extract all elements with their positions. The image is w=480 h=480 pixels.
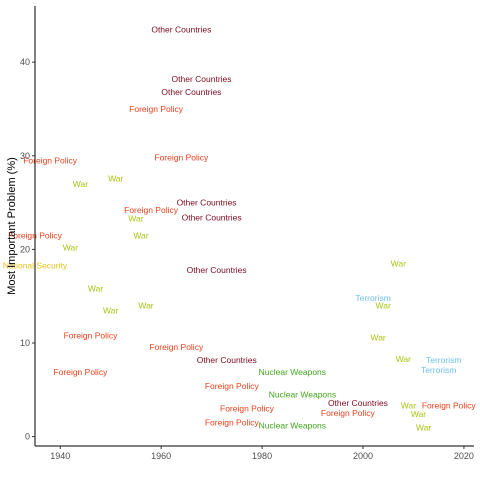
point-label: Other Countries [161, 87, 221, 97]
point-label: Other Countries [177, 198, 237, 208]
point-label: War [411, 409, 426, 419]
point-label: Other Countries [172, 74, 232, 84]
point-label: War [138, 301, 153, 311]
y-tick-label: 40 [20, 57, 30, 67]
y-tick-label: 20 [20, 244, 30, 254]
point-label: Terrorism [421, 365, 456, 375]
point-label: Foreign Policy [205, 381, 260, 391]
y-tick-label: 10 [20, 338, 30, 348]
point-label: Foreign Policy [8, 230, 63, 240]
point-label: Foreign Policy [321, 408, 376, 418]
point-label: Foreign Policy [205, 418, 260, 428]
point-label: War [370, 332, 385, 342]
x-tick-label: 1960 [151, 451, 171, 461]
point-label: War [103, 305, 118, 315]
point-label: Other Countries [151, 24, 211, 34]
point-label: War [128, 214, 143, 224]
x-tick-label: 1980 [252, 451, 272, 461]
point-label: Other Countries [197, 355, 257, 365]
point-label: Foreign Policy [154, 153, 209, 163]
point-label: Terrorism [426, 355, 461, 365]
point-label: Nuclear Weapons [259, 420, 326, 430]
point-label: War [396, 354, 411, 364]
point-label: National Security [3, 260, 68, 270]
point-label: Other Countries [182, 213, 242, 223]
point-label: War [108, 173, 123, 183]
point-label: War [416, 422, 431, 432]
axes: 0 10 20 30 40 1940 1960 1980 2000 2020 [20, 6, 474, 461]
point-label: Foreign Policy [53, 367, 108, 377]
point-label: War [63, 243, 78, 253]
point-label: Nuclear Weapons [259, 367, 326, 377]
point-label: War [73, 179, 88, 189]
point-label: Other Countries [328, 398, 388, 408]
point-label: Foreign Policy [422, 401, 477, 411]
y-axis-title: Most Important Problem (%) [6, 157, 18, 295]
point-label: Terrorism [355, 293, 390, 303]
point-label: War [401, 401, 416, 411]
point-label: Foreign Policy [64, 331, 119, 341]
point-label: War [376, 301, 391, 311]
point-labels: Other Countries Other Countries Other Coun… [3, 24, 477, 432]
point-label: Foreign Policy [149, 342, 204, 352]
point-label: War [133, 230, 148, 240]
point-label: War [88, 284, 103, 294]
point-label: War [391, 258, 406, 268]
y-tick-label: 30 [20, 151, 30, 161]
x-tick-label: 2020 [454, 451, 474, 461]
point-label: Foreign Policy [129, 104, 184, 114]
point-label: Other Countries [187, 265, 247, 275]
y-tick-label: 0 [25, 432, 30, 442]
point-label: Foreign Policy [124, 205, 179, 215]
x-tick-label: 1940 [50, 451, 70, 461]
point-label: Foreign Policy [220, 404, 275, 414]
point-label: Nuclear Weapons [269, 390, 336, 400]
point-label: Foreign Policy [23, 155, 78, 165]
x-tick-label: 2000 [353, 451, 373, 461]
